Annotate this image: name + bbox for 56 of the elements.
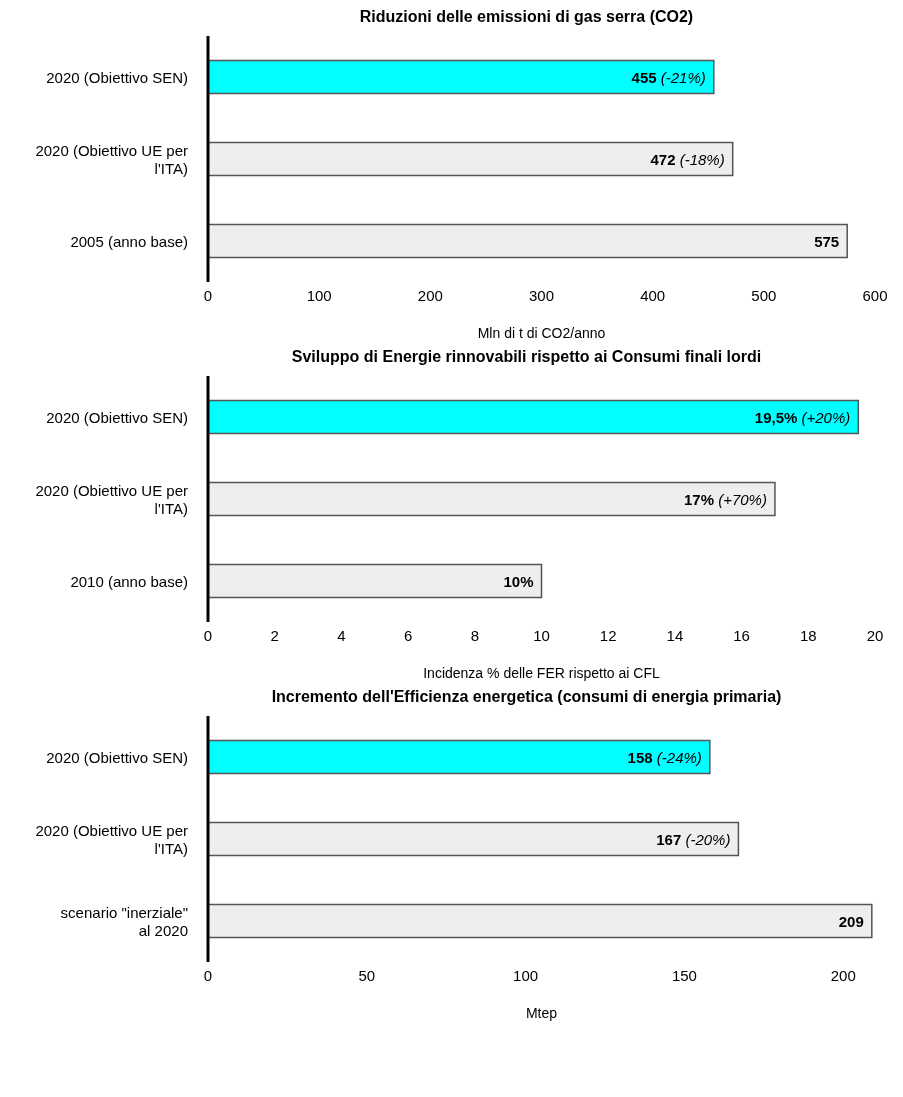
y-tick-label: 2020 (Obiettivo UE per l'ITA) bbox=[35, 821, 188, 857]
x-tick-label: 4 bbox=[337, 626, 346, 644]
bar bbox=[208, 223, 848, 259]
x-axis-title: Mtep bbox=[525, 1004, 558, 1021]
x-tick-label: 500 bbox=[751, 286, 777, 304]
x-tick-label: 10 bbox=[533, 626, 550, 644]
x-tick-label: 8 bbox=[470, 626, 479, 644]
x-tick-label: 0 bbox=[203, 286, 213, 304]
y-tick-label: 2005 (anno base) bbox=[70, 232, 188, 250]
data-label: 19,5% (+20%) bbox=[754, 408, 851, 426]
x-tick-label: 400 bbox=[640, 286, 666, 304]
x-axis-title: Mln di t di CO2/anno bbox=[477, 324, 606, 341]
bar bbox=[208, 821, 740, 857]
bar bbox=[208, 141, 734, 177]
data-label: 158 (-24%) bbox=[627, 748, 702, 766]
x-tick-label: 14 bbox=[666, 626, 684, 644]
y-tick-label: 2020 (Obiettivo UE per l'ITA) bbox=[35, 481, 188, 517]
x-tick-label: 18 bbox=[799, 626, 817, 644]
bar bbox=[208, 563, 543, 599]
x-tick-label: 6 bbox=[403, 626, 413, 644]
x-tick-label: 100 bbox=[306, 286, 332, 304]
data-label: 167 (-20%) bbox=[656, 830, 731, 848]
x-axis-title: Incidenza % delle FER rispetto ai CFL bbox=[423, 664, 660, 681]
data-label: 10% bbox=[503, 572, 534, 590]
chart-title: Incremento dell'Efficienza energetica (consumi di energia primaria) bbox=[270, 688, 783, 707]
x-tick-label: 20 bbox=[866, 626, 884, 644]
bar bbox=[208, 739, 711, 775]
chart-title: Riduzioni delle emissioni di gas serra (CO2) bbox=[358, 8, 695, 27]
x-tick-label: 50 bbox=[358, 966, 376, 984]
data-label: 575 bbox=[814, 232, 840, 250]
bar bbox=[208, 903, 873, 939]
y-tick-label: scenario "inerziale" al 2020 bbox=[60, 903, 188, 939]
y-tick-label: 2010 (anno base) bbox=[70, 572, 188, 590]
x-tick-label: 2 bbox=[270, 626, 279, 644]
x-tick-label: 600 bbox=[862, 286, 888, 304]
y-tick-label: 2020 (Obiettivo SEN) bbox=[46, 408, 188, 426]
y-tick-label: 2020 (Obiettivo SEN) bbox=[46, 68, 188, 86]
x-tick-label: 150 bbox=[671, 966, 697, 984]
bar bbox=[208, 399, 860, 435]
bar bbox=[208, 59, 715, 95]
x-tick-label: 0 bbox=[203, 626, 213, 644]
data-label: 17% (+70%) bbox=[683, 490, 767, 508]
x-tick-label: 0 bbox=[203, 966, 213, 984]
data-label: 455 (-21%) bbox=[631, 68, 706, 86]
y-tick-label: 2020 (Obiettivo SEN) bbox=[46, 748, 188, 766]
chart-title: Sviluppo di Energie rinnovabili rispetto ai Consumi finali lordi bbox=[290, 348, 763, 367]
x-tick-label: 200 bbox=[417, 286, 443, 304]
x-tick-label: 100 bbox=[513, 966, 539, 984]
x-tick-label: 16 bbox=[733, 626, 750, 644]
data-label: 472 (-18%) bbox=[650, 150, 725, 168]
y-tick-label: 2020 (Obiettivo UE per l'ITA) bbox=[35, 141, 188, 177]
x-tick-label: 300 bbox=[528, 286, 555, 304]
data-label: 209 bbox=[838, 912, 864, 930]
x-tick-label: 200 bbox=[830, 966, 856, 984]
bar bbox=[208, 481, 776, 517]
x-tick-label: 12 bbox=[599, 626, 617, 644]
